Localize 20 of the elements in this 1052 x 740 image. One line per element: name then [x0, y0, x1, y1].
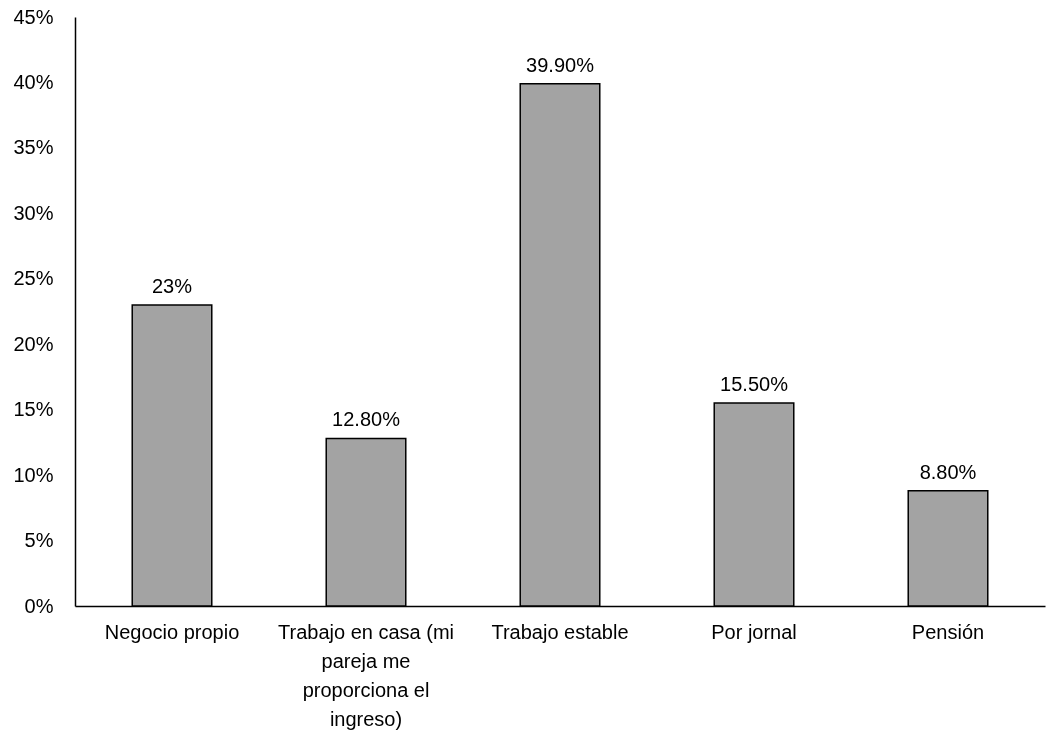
y-tick-label: 5%	[24, 529, 54, 552]
data-label: 23%	[151, 274, 193, 297]
y-tick-label: 25%	[13, 267, 54, 290]
y-tick-label: 45%	[13, 5, 54, 28]
y-tick-label: 10%	[13, 463, 54, 486]
y-tick-label: 40%	[13, 70, 54, 93]
x-tick-label: Pensión	[911, 620, 985, 643]
y-tick-label: 0%	[24, 594, 54, 617]
y-tick-label: 15%	[13, 398, 54, 421]
data-label: 12.80%	[332, 408, 401, 431]
x-tick-label: Trabajo en casa (mi pareja me proporciona el ingreso)	[278, 620, 454, 730]
data-label: 8.80%	[919, 460, 977, 483]
x-tick-label: Por jornal	[711, 620, 797, 643]
x-tick-label: Trabajo estable	[491, 620, 629, 643]
y-tick-label: 35%	[13, 136, 54, 159]
x-tick-label: Negocio propio	[104, 620, 240, 643]
data-label: 15.50%	[720, 373, 789, 396]
y-tick-label: 20%	[13, 332, 54, 355]
y-tick-label: 30%	[13, 201, 54, 224]
data-label: 39.90%	[526, 53, 595, 76]
